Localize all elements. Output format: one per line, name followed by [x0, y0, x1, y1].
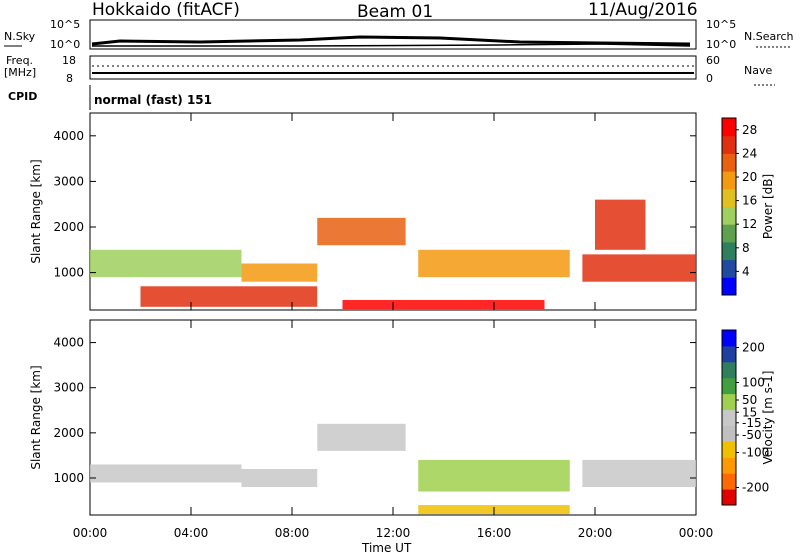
- colorbar-label-1-5: -50: [742, 428, 762, 442]
- ytick-label-1-1: 2000: [53, 426, 84, 440]
- nsearch-trace: [92, 43, 691, 47]
- colorbar-swatch-1-6: [722, 393, 736, 411]
- colorbar-label-0-5: 24: [742, 146, 757, 160]
- heatmap-region-0-4: [418, 249, 570, 278]
- colorbar-swatch-0-3: [722, 224, 736, 243]
- heatmap-region-0-6: [595, 199, 646, 250]
- colorbar-swatch-1-9: [722, 345, 736, 363]
- colorbar-swatch-0-8: [722, 135, 736, 154]
- colorbar-frame-0: [721, 117, 737, 296]
- x-axis-label: Time UT: [361, 541, 412, 554]
- colorbar-label-1-7: -200: [742, 481, 769, 495]
- nsearch-label: N.Search: [744, 30, 794, 43]
- colorbar-swatch-0-0: [722, 277, 736, 296]
- nsky-trace: [91, 35, 691, 46]
- colorbar-swatch-0-1: [722, 259, 736, 278]
- heatmap-region-1-0: [90, 464, 242, 483]
- colorbar-label-0-4: 20: [742, 170, 757, 184]
- colorbar-swatch-0-5: [722, 188, 736, 207]
- colorbar-swatch-1-0: [722, 489, 736, 506]
- freq-label: Freq.: [6, 54, 33, 67]
- colorbar-swatch-1-1: [722, 473, 736, 490]
- colorbar-swatch-1-10: [722, 330, 736, 347]
- colorbar-swatch-0-2: [722, 241, 736, 261]
- colorbar-swatch-1-3: [722, 441, 736, 458]
- heatmap-region-0-7: [342, 299, 545, 310]
- nsky-tick-top: 10^5: [50, 18, 80, 31]
- cpid-panel: CPID normal (fast) 151: [8, 85, 212, 110]
- y-axis-label-1: Slant Range [km]: [29, 365, 43, 469]
- nsky-right-tick-bottom: 10^0: [706, 38, 736, 51]
- heatmap-region-0-1: [241, 263, 318, 282]
- station-title: Hokkaido (fitACF): [92, 0, 240, 20]
- ytick-label-1-3: 4000: [53, 336, 84, 350]
- nave-tick-top: 60: [706, 54, 720, 67]
- nsky-panel: N.Sky 10^5 10^0 10^5 10^0 N.Search: [4, 18, 794, 51]
- colorbar-swatch-1-7: [722, 377, 736, 395]
- cpid-label: CPID: [8, 90, 37, 103]
- colorbar-swatch-0-4: [722, 206, 736, 225]
- nave-tick-bottom: 0: [706, 72, 713, 85]
- heatmap-region-0-0: [90, 249, 242, 278]
- freq-unit: [MHz]: [4, 66, 36, 79]
- xtick-label-3: 12:00: [376, 526, 411, 540]
- colorbar-title-1: Velocity [m s-1]: [761, 371, 775, 465]
- colorbar-label-1-3: 15: [742, 405, 757, 419]
- y-axis-label-0: Slant Range [km]: [29, 159, 43, 263]
- colorbar-frame-1: [721, 329, 737, 506]
- colorbar-label-1-0: 200: [742, 341, 765, 355]
- date-title: 11/Aug/2016: [588, 0, 698, 20]
- colorbar-label-0-3: 16: [742, 194, 757, 208]
- heatmap-region-1-3: [418, 459, 570, 492]
- colorbar-swatch-1-4: [722, 425, 736, 442]
- nsky-right-tick-top: 10^5: [706, 18, 736, 31]
- colorbar-label-0-1: 8: [742, 241, 750, 255]
- colorbar-swatch-1-8: [722, 361, 736, 379]
- colorbar-label-1-2: 50: [742, 393, 757, 407]
- heatmap-region-0-3: [140, 286, 318, 307]
- heatmap-region-1-1: [241, 468, 318, 488]
- xtick-label-1: 04:00: [174, 526, 209, 540]
- heatmap-region-0-5: [582, 254, 696, 282]
- heatmap-region-1-4: [582, 459, 696, 488]
- ytick-label-0-0: 1000: [53, 266, 84, 280]
- xtick-label-0: 00:00: [73, 526, 108, 540]
- colorbar-label-0-0: 4: [742, 264, 750, 278]
- colorbar-swatch-0-9: [722, 118, 736, 137]
- ytick-label-0-2: 3000: [53, 174, 84, 188]
- cpid-text: normal (fast) 151: [94, 93, 212, 107]
- colorbar-swatch-1-2: [722, 457, 736, 474]
- colorbar-swatch-1-5: [722, 409, 736, 426]
- freq-panel: Freq. [MHz] 18 8 60 0 Nave: [4, 54, 775, 86]
- nsky-tick-bottom: 10^0: [50, 38, 80, 51]
- freq-tick-bottom: 8: [66, 72, 73, 85]
- colorbar-label-1-4: -15: [742, 416, 762, 430]
- nave-label: Nave: [744, 64, 772, 77]
- colorbar-label-0-6: 28: [742, 123, 757, 137]
- beam-title: Beam 01: [357, 2, 433, 22]
- colorbar-label-1-6: -100: [742, 446, 769, 460]
- colorbar-label-1-1: 100: [742, 376, 765, 390]
- xtick-label-6: 00:00: [679, 526, 714, 540]
- ytick-label-0-3: 4000: [53, 129, 84, 143]
- colorbar-label-0-2: 12: [742, 217, 757, 231]
- xtick-label-4: 16:00: [477, 526, 512, 540]
- heatmap-region-1-2: [317, 423, 406, 451]
- ytick-label-1-0: 1000: [53, 471, 84, 485]
- ytick-label-0-1: 2000: [53, 220, 84, 234]
- heatmap-region-0-2: [317, 217, 406, 246]
- colorbar-swatch-0-7: [722, 153, 736, 172]
- colorbar-title-0: Power [dB]: [761, 174, 775, 239]
- colorbar-swatch-0-6: [722, 171, 736, 190]
- nsky-label: N.Sky: [4, 30, 36, 43]
- xtick-label-2: 08:00: [275, 526, 310, 540]
- freq-tick-top: 18: [62, 54, 76, 67]
- ytick-label-1-2: 3000: [53, 381, 84, 395]
- xtick-label-5: 20:00: [578, 526, 613, 540]
